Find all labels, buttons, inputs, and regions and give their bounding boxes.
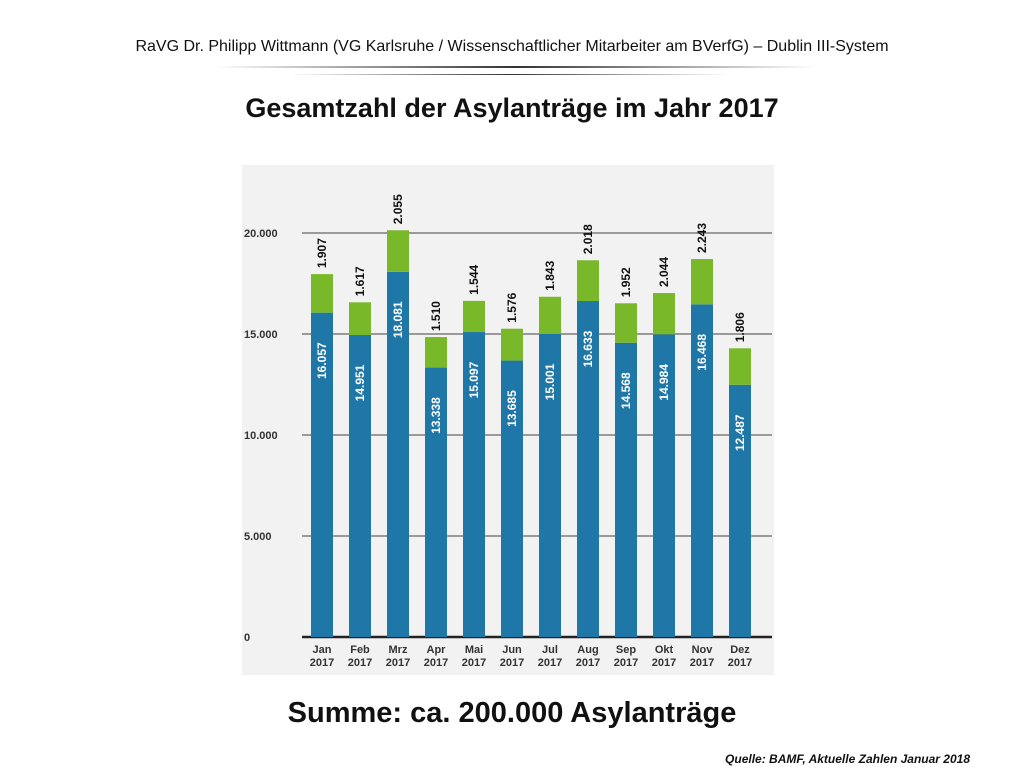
- data-label: 15.001: [543, 363, 557, 400]
- data-label: 2.055: [391, 194, 405, 224]
- slide-title: Gesamtzahl der Asylanträge im Jahr 2017: [245, 93, 779, 123]
- x-tick-label: 2017: [424, 657, 448, 669]
- bar-segment: [691, 304, 713, 637]
- bar-segment: [577, 260, 599, 302]
- bar-segment: [425, 367, 447, 637]
- bar-segment: [463, 300, 485, 333]
- y-tick-label: 0: [244, 632, 250, 644]
- x-tick-label: Okt: [655, 644, 674, 656]
- y-tick-label: 5.000: [244, 531, 272, 543]
- data-label: 14.951: [353, 364, 367, 401]
- data-label: 1.843: [543, 260, 557, 290]
- bar-segment: [729, 348, 751, 385]
- bar-segment: [311, 312, 333, 637]
- bar-segment: [539, 333, 561, 637]
- x-tick-label: Nov: [692, 644, 714, 656]
- bar-segment: [653, 334, 675, 637]
- data-label: 16.468: [695, 334, 709, 371]
- data-label: 14.984: [657, 364, 671, 401]
- data-label: 2.018: [581, 224, 595, 254]
- x-tick-label: 2017: [386, 657, 410, 669]
- data-label: 14.568: [619, 372, 633, 409]
- data-label: 1.907: [315, 238, 329, 268]
- y-tick-label: 20.000: [244, 228, 278, 240]
- bar-segment: [615, 303, 637, 343]
- data-label: 16.633: [581, 330, 595, 367]
- x-tick-label: Feb: [350, 644, 370, 656]
- data-label: 1.544: [467, 264, 481, 294]
- summary-text: Summe: ca. 200.000 Asylanträge: [287, 697, 737, 729]
- x-tick-label: 2017: [348, 657, 372, 669]
- x-tick-label: 2017: [500, 657, 524, 669]
- data-label: 18.081: [391, 301, 405, 338]
- x-tick-label: 2017: [652, 657, 676, 669]
- data-label: 1.510: [429, 301, 443, 331]
- header-divider: [215, 66, 815, 68]
- x-tick-label: 2017: [576, 657, 600, 669]
- bar-segment: [311, 274, 333, 313]
- bar-segment: [577, 301, 599, 637]
- x-tick-label: Mrz: [389, 644, 408, 656]
- bar-segment: [349, 302, 371, 335]
- bar-segment: [615, 342, 637, 637]
- data-label: 1.617: [353, 266, 367, 296]
- source-note: Quelle: BAMF, Aktuelle Zahlen Januar 201…: [725, 752, 970, 766]
- data-label: 1.952: [619, 267, 633, 297]
- x-tick-label: Jun: [502, 644, 522, 656]
- data-label: 12.487: [733, 414, 747, 451]
- x-tick-label: Sep: [616, 644, 636, 656]
- bar-chart: 05.00010.00015.00020.00016.0571.907Jan20…: [244, 194, 772, 669]
- header-text: RaVG Dr. Philipp Wittmann (VG Karlsruhe …: [135, 38, 889, 55]
- bar-segment: [501, 360, 523, 637]
- y-tick-label: 15.000: [244, 329, 278, 341]
- x-tick-label: 2017: [538, 657, 562, 669]
- data-label: 15.097: [467, 361, 481, 398]
- header-divider-thin: [290, 74, 730, 75]
- data-label: 2.044: [657, 257, 671, 287]
- data-label: 1.806: [733, 312, 747, 342]
- x-tick-label: Mai: [465, 644, 483, 656]
- data-label: 2.243: [695, 223, 709, 253]
- y-tick-label: 10.000: [244, 430, 278, 442]
- x-tick-label: 2017: [310, 657, 334, 669]
- x-tick-label: Jan: [313, 644, 332, 656]
- bar-segment: [501, 328, 523, 361]
- bar-segment: [539, 296, 561, 334]
- x-tick-label: 2017: [614, 657, 638, 669]
- x-tick-label: Apr: [427, 644, 447, 656]
- data-label: 13.685: [505, 390, 519, 427]
- bar-segment: [387, 271, 409, 637]
- bar-segment: [349, 334, 371, 637]
- x-tick-label: Dez: [730, 644, 750, 656]
- data-label: 1.576: [505, 292, 519, 322]
- bar-segment: [653, 293, 675, 335]
- x-tick-label: 2017: [462, 657, 486, 669]
- x-tick-label: Jul: [542, 644, 558, 656]
- data-label: 13.338: [429, 397, 443, 434]
- x-tick-label: 2017: [728, 657, 752, 669]
- data-label: 16.057: [315, 342, 329, 379]
- bar-segment: [387, 230, 409, 272]
- bar-segment: [425, 337, 447, 368]
- bar-segment: [729, 384, 751, 637]
- bar-segment: [691, 259, 713, 305]
- x-tick-label: 2017: [690, 657, 714, 669]
- x-tick-label: Aug: [577, 644, 598, 656]
- bar-segment: [463, 332, 485, 637]
